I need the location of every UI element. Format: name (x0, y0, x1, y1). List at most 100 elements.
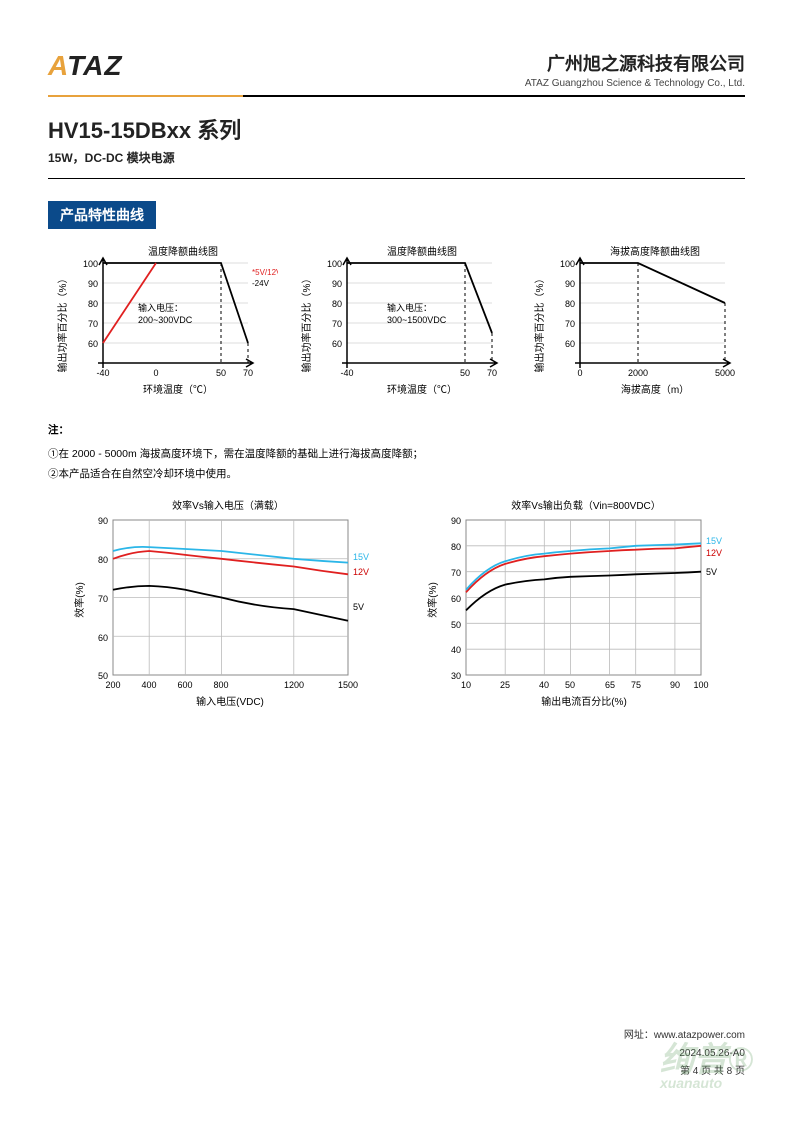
chart3-xlabel: 海拔高度（m） (621, 383, 689, 396)
note-1: ①在 2000 - 5000m 海拔高度环境下，需在温度降额的基础上进行海拔高度… (48, 445, 745, 465)
title-rule (48, 178, 745, 179)
company-name-en: ATAZ Guangzhou Science & Technology Co.,… (525, 78, 745, 89)
svg-text:200: 200 (105, 680, 120, 690)
chart5-xlabel: 输出电流百分比(%) (541, 695, 627, 708)
svg-text:输入电压：: 输入电压： (138, 302, 183, 313)
company-block: 广州旭之源科技有限公司 ATAZ Guangzhou Science & Tec… (525, 50, 745, 89)
svg-text:80: 80 (88, 299, 98, 309)
chart1-ylabel: 输出功率百分比（%） (56, 274, 69, 373)
svg-text:90: 90 (332, 279, 342, 289)
svg-text:输入电压：: 输入电压： (387, 302, 432, 313)
chart1-title: 温度降额曲线图 (148, 245, 218, 258)
svg-text:-40: -40 (340, 368, 353, 378)
svg-text:25: 25 (500, 680, 510, 690)
derating-charts-row: 温度降额曲线图 100 90 80 70 60 -40 0 50 70 输入电压： 200~3… (48, 243, 745, 403)
svg-text:100: 100 (83, 259, 98, 269)
svg-text:90: 90 (565, 279, 575, 289)
logo: ATAZ (48, 50, 123, 82)
svg-text:70: 70 (487, 368, 497, 378)
chart4-xlabel: 输入电压(VDC) (196, 695, 264, 708)
svg-text:1500: 1500 (338, 680, 358, 690)
svg-text:5V: 5V (353, 602, 364, 612)
svg-text:5V: 5V (706, 567, 717, 577)
chart5-ylabel: 效率(%) (426, 582, 439, 618)
svg-text:2000: 2000 (628, 368, 648, 378)
section-heading: 产品特性曲线 (48, 201, 156, 229)
svg-text:80: 80 (451, 542, 461, 552)
svg-text:70: 70 (98, 594, 108, 604)
svg-text:70: 70 (565, 319, 575, 329)
efficiency-charts-row: 效率Vs输入电压（满载） 90 80 70 60 50 200 400 600 800 1200… (48, 495, 745, 715)
svg-text:800: 800 (213, 680, 228, 690)
svg-text:70: 70 (332, 319, 342, 329)
chart1-xlabel: 环境温度（℃） (143, 383, 213, 396)
efficiency-vs-load-chart: 效率Vs输出负载（Vin=800VDC） 90 80 70 60 50 40 30 10 25… (406, 495, 736, 715)
svg-text:60: 60 (98, 633, 108, 643)
svg-text:70: 70 (88, 319, 98, 329)
svg-text:0: 0 (578, 368, 583, 378)
temp-derating-chart-1: 温度降额曲线图 100 90 80 70 60 -40 0 50 70 输入电压： 200~3… (48, 243, 278, 403)
svg-text:90: 90 (451, 516, 461, 526)
svg-text:50: 50 (565, 680, 575, 690)
chart5-title: 效率Vs输出负载（Vin=800VDC） (511, 499, 661, 512)
note-2: ②本产品适合在自然空冷却环境中使用。 (48, 465, 745, 485)
svg-text:60: 60 (332, 339, 342, 349)
svg-text:90: 90 (98, 516, 108, 526)
svg-text:-40: -40 (96, 368, 109, 378)
svg-text:90: 90 (670, 680, 680, 690)
chart4-ylabel: 效率(%) (73, 582, 86, 618)
chart1-legend-black: -24V (252, 279, 270, 288)
svg-text:50: 50 (451, 620, 461, 630)
chart3-ylabel: 输出功率百分比（%） (533, 274, 546, 373)
chart2-ylabel: 输出功率百分比（%） (300, 274, 313, 373)
footer-page: 第 4 页 共 8 页 (624, 1063, 745, 1081)
svg-text:100: 100 (693, 680, 708, 690)
svg-text:80: 80 (98, 555, 108, 565)
svg-text:600: 600 (177, 680, 192, 690)
logo-accent: A (48, 50, 67, 81)
notes-block: 注： ①在 2000 - 5000m 海拔高度环境下，需在温度降额的基础上进行海… (48, 421, 745, 485)
svg-text:80: 80 (332, 299, 342, 309)
svg-text:75: 75 (631, 680, 641, 690)
product-subtitle: 15W，DC-DC 模块电源 (48, 149, 745, 166)
page-header: ATAZ 广州旭之源科技有限公司 ATAZ Guangzhou Science … (48, 50, 745, 89)
product-title: HV15-15DBxx 系列 (48, 113, 745, 145)
svg-text:50: 50 (460, 368, 470, 378)
altitude-derating-chart: 海拔高度降额曲线图 10090807060 020005000 输出功率百分比（… (525, 243, 745, 403)
svg-text:70: 70 (451, 568, 461, 578)
svg-text:15V: 15V (706, 536, 722, 546)
temp-derating-chart-2: 温度降额曲线图 100 90 80 70 60 -40 50 70 输入电压： 300~15… (292, 243, 512, 403)
svg-text:70: 70 (243, 368, 253, 378)
svg-text:65: 65 (605, 680, 615, 690)
svg-text:100: 100 (327, 259, 342, 269)
chart4-title: 效率Vs输入电压（满载） (172, 499, 284, 512)
svg-text:50: 50 (216, 368, 226, 378)
svg-text:1200: 1200 (284, 680, 304, 690)
svg-text:300~1500VDC: 300~1500VDC (387, 315, 447, 325)
svg-text:40: 40 (451, 645, 461, 655)
svg-text:30: 30 (451, 671, 461, 681)
svg-text:60: 60 (451, 594, 461, 604)
chart2-title: 温度降额曲线图 (387, 245, 457, 258)
svg-text:60: 60 (88, 339, 98, 349)
chart2-xlabel: 环境温度（℃） (387, 383, 457, 396)
logo-text: TAZ (67, 50, 122, 81)
svg-text:15V: 15V (353, 552, 369, 562)
svg-text:12V: 12V (706, 548, 722, 558)
svg-text:80: 80 (565, 299, 575, 309)
chart3-title: 海拔高度降额曲线图 (610, 245, 700, 258)
svg-text:200~300VDC: 200~300VDC (138, 315, 193, 325)
svg-text:10: 10 (461, 680, 471, 690)
page-footer: 网址：www.atazpower.com 2024.05.26-A0 第 4 页… (624, 1027, 745, 1081)
svg-text:0: 0 (153, 368, 158, 378)
svg-text:90: 90 (88, 279, 98, 289)
svg-text:400: 400 (141, 680, 156, 690)
efficiency-vs-vin-chart: 效率Vs输入电压（满载） 9080706050 2004006008001200… (48, 495, 378, 715)
footer-url: 网址：www.atazpower.com (624, 1027, 745, 1045)
footer-date: 2024.05.26-A0 (624, 1045, 745, 1063)
notes-label: 注： (48, 421, 745, 441)
header-rule (48, 95, 745, 97)
svg-text:100: 100 (560, 259, 575, 269)
svg-text:60: 60 (565, 339, 575, 349)
svg-text:40: 40 (539, 680, 549, 690)
